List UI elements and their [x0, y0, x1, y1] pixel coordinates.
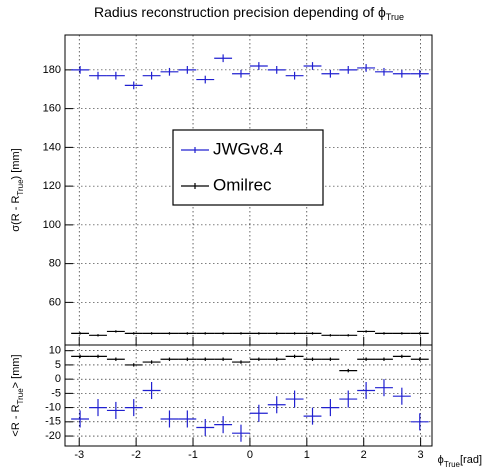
y-tick-label: 5	[55, 359, 61, 371]
y-axis-label-part: True	[16, 388, 25, 405]
x-tick-label: -3	[74, 449, 84, 461]
x-axis-label-part: ϕ	[438, 454, 444, 466]
x-tick-label: 2	[361, 449, 367, 461]
y-axis-label-part: > [mm]	[10, 354, 22, 388]
x-tick-label: 3	[418, 449, 424, 461]
x-tick-label: -2	[131, 449, 141, 461]
chart-title: Radius reconstruction precision dependin…	[94, 4, 404, 23]
y-tick-label: 180	[43, 64, 61, 76]
y-axis-label-part: σ(R - R	[10, 196, 22, 232]
y-axis-label-part: True	[16, 179, 25, 196]
y-axis-label-part: ) [mm]	[10, 148, 22, 179]
y-tick-label: 120	[43, 180, 61, 192]
y-tick-label: -10	[45, 401, 61, 413]
y-tick-label: 80	[49, 258, 61, 270]
chart-title-part: Radius reconstruction precision dependin…	[94, 4, 386, 20]
y-tick-label: 100	[43, 219, 61, 231]
y-axis-label: <R - RTrue> [mm]	[10, 354, 25, 436]
y-axis-label: σ(R - RTrue) [mm]	[10, 148, 25, 231]
y-tick-label: 0	[55, 373, 61, 385]
plot-frame	[64, 344, 433, 447]
y-tick-label: 60	[49, 296, 61, 308]
legend-box	[172, 129, 324, 206]
x-tick-label: -1	[188, 449, 198, 461]
x-tick-label: 0	[247, 449, 253, 461]
legend-label: Omilrec	[213, 175, 272, 194]
y-tick-label: 140	[43, 141, 61, 153]
y-tick-label: -20	[45, 430, 61, 442]
x-axis-label: ϕTrue[rad]	[438, 454, 482, 469]
x-axis-label-part: True	[444, 460, 461, 469]
y-tick-label: 160	[43, 103, 61, 115]
x-tick-label: 1	[304, 449, 310, 461]
x-axis-label-part: [rad]	[460, 454, 482, 466]
chart-title-part: True	[386, 12, 404, 22]
y-tick-label: -5	[51, 387, 61, 399]
legend-label: JWGv8.4	[213, 139, 283, 158]
y-tick-label: -15	[45, 416, 61, 428]
y-tick-label: 10	[49, 345, 61, 357]
y-axis-label-part: <R - R	[10, 404, 22, 436]
